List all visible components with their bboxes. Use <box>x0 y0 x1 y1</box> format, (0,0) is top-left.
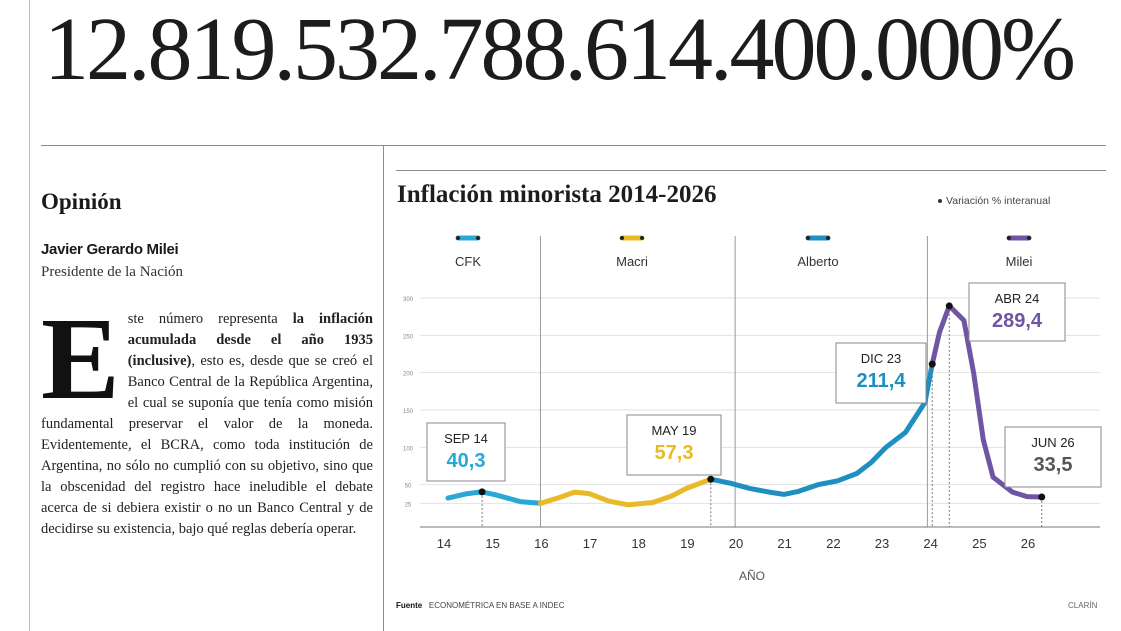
annotation-date: DIC 23 <box>861 351 901 366</box>
drop-cap: E <box>41 293 120 424</box>
chart-title: Inflación minorista 2014-2026 <box>397 181 717 208</box>
lead-text: ste número representa <box>127 311 293 327</box>
x-tick-label: 16 <box>534 536 548 551</box>
period-label: Macri <box>616 254 648 269</box>
legend-dot-icon <box>938 199 942 204</box>
x-axis-label: AÑO <box>739 569 765 583</box>
period-marker-dot <box>640 236 644 240</box>
y-tick-label: 100 <box>403 446 414 452</box>
annotation-dot <box>1038 493 1046 501</box>
credit-label: CLARÍN <box>1068 601 1098 610</box>
author-name: Javier Gerardo Milei <box>41 241 179 258</box>
legend-label: Variación % interanual <box>946 195 1051 207</box>
article-text: , esto es, desde que se creó el Banco Ce… <box>41 353 373 537</box>
annotation-box <box>426 422 506 482</box>
x-tick-label: 21 <box>777 536 791 551</box>
period-marker-dot <box>1027 236 1031 240</box>
y-tick-label: 300 <box>403 297 414 303</box>
section-rule <box>41 145 1106 146</box>
period-marker-dot <box>1007 236 1011 240</box>
annotation-box <box>626 414 722 476</box>
period-marker-dot <box>456 236 460 240</box>
headline-number: 12.819.532.788.614.400.000% <box>44 0 1076 99</box>
annotation-dot <box>478 488 486 496</box>
x-tick-label: 14 <box>437 536 451 551</box>
annotation-dot <box>707 475 715 483</box>
y-tick-label: 50 <box>405 484 412 490</box>
period-marker-dot <box>476 236 480 240</box>
period-label: Milei <box>1006 254 1033 269</box>
annotation-date: SEP 14 <box>444 431 488 446</box>
x-tick-label: 19 <box>680 536 694 551</box>
period-label: Alberto <box>797 254 838 269</box>
section-title: Opinión <box>41 189 122 214</box>
x-tick-label: 15 <box>485 536 499 551</box>
annotation-date: MAY 19 <box>651 423 696 438</box>
y-tick-label: 250 <box>403 334 414 340</box>
chart-legend: Variación % interanual <box>938 195 1050 207</box>
x-tick-label: 20 <box>729 536 743 551</box>
x-tick-label: 24 <box>923 536 937 551</box>
author-role: Presidente de la Nación <box>41 264 184 280</box>
source-label: Fuente <box>396 601 423 610</box>
y-tick-label: 25 <box>405 502 412 508</box>
column-rule <box>29 0 30 631</box>
annotation-value: 57,3 <box>655 442 694 464</box>
annotation-box <box>1004 426 1102 488</box>
x-tick-label: 18 <box>631 536 645 551</box>
column-divider <box>383 145 384 631</box>
period-label: CFK <box>455 254 481 269</box>
annotation-box <box>968 282 1066 342</box>
x-tick-label: 23 <box>875 536 889 551</box>
y-tick-label: 200 <box>403 372 414 378</box>
chart-top-rule <box>396 170 1106 171</box>
x-tick-label: 17 <box>583 536 597 551</box>
series-line <box>538 476 714 508</box>
annotation-date: JUN 26 <box>1031 435 1074 450</box>
annotation-value: 33,5 <box>1034 454 1073 476</box>
annotation-box <box>835 342 927 404</box>
annotation-dot <box>945 302 953 310</box>
annotation-value: 289,4 <box>992 310 1043 332</box>
x-tick-label: 25 <box>972 536 986 551</box>
series-line <box>929 303 1045 500</box>
x-tick-label: 22 <box>826 536 840 551</box>
annotation-dot <box>928 360 936 368</box>
period-marker-dot <box>806 236 810 240</box>
period-marker-dot <box>620 236 624 240</box>
annotation-value: 40,3 <box>447 450 486 472</box>
annotation-date: ABR 24 <box>995 291 1040 306</box>
source-line: Fuente ECONOMÉTRICA EN BASE A INDEC <box>396 601 565 610</box>
y-tick-label: 150 <box>403 409 414 415</box>
source-text: ECONOMÉTRICA EN BASE A INDEC <box>428 601 565 610</box>
annotation-value: 211,4 <box>857 370 907 392</box>
series-line <box>445 489 543 506</box>
lead-bold: la inflación acumulada desde el año 1935… <box>127 311 373 369</box>
series-line <box>708 361 935 497</box>
period-marker-dot <box>826 236 830 240</box>
x-tick-label: 26 <box>1021 536 1035 551</box>
